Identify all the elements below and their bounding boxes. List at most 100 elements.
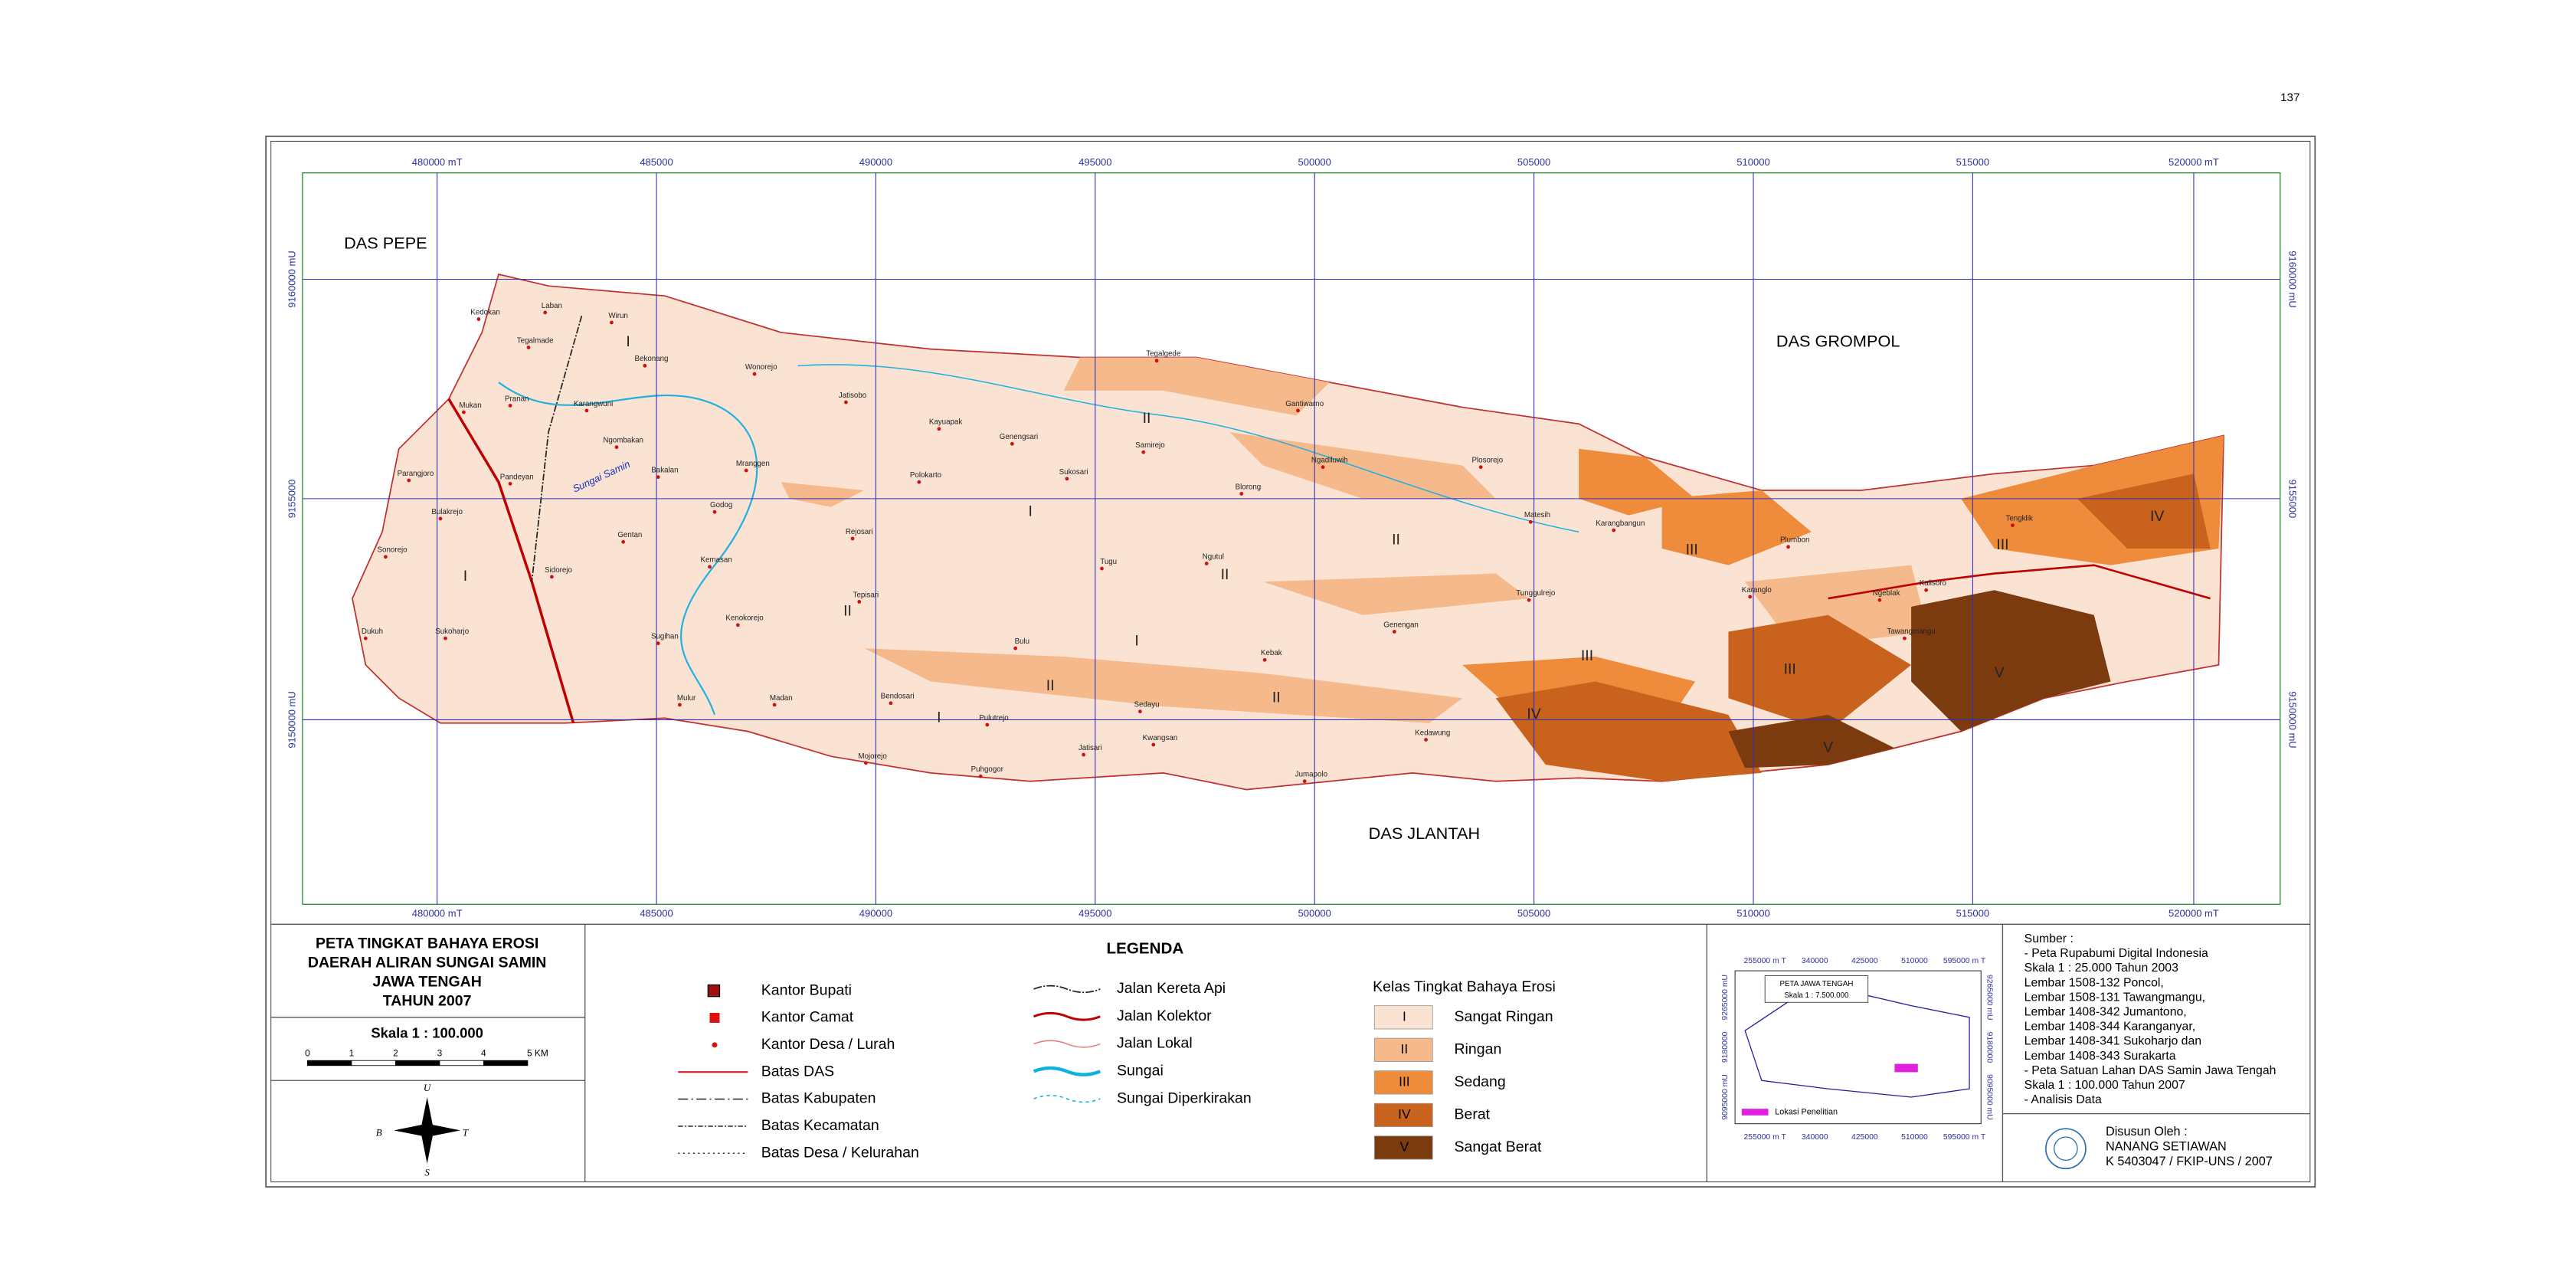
grid-label: 510000	[1736, 156, 1769, 168]
grid-label: 495000	[1079, 908, 1111, 919]
village-dot	[526, 346, 531, 349]
inset-scale: Skala 1 : 7.500.000	[1784, 991, 1849, 1000]
scale-tick: 5 KM	[527, 1048, 548, 1059]
region-label: DAS JLANTAH	[1369, 824, 1480, 843]
village-dot	[1082, 752, 1086, 757]
source-line: - Peta Satuan Lahan DAS Samin Jawa Tenga…	[2024, 1064, 2277, 1077]
inset-coord: 425000	[1851, 1133, 1878, 1142]
village-label: Jatisobo	[839, 392, 867, 400]
legend-label: Batas Kecamatan	[761, 1117, 879, 1134]
erosion-patch	[1661, 490, 1812, 565]
village-dot	[2011, 523, 2015, 527]
inset-coord: 510000	[1901, 957, 1928, 965]
legend-symbol	[1033, 1066, 1101, 1076]
legend-swatch	[1373, 1037, 1433, 1062]
grid-label: 515000	[1956, 156, 1989, 168]
class-mark: II	[1272, 689, 1281, 706]
region-label: DAS PEPE	[344, 234, 427, 253]
legend-symbol	[1033, 985, 1101, 994]
source-line: - Analisis Data	[2024, 1093, 2102, 1106]
village-dot	[407, 478, 411, 483]
grid-label: 500000	[1298, 156, 1331, 168]
river	[797, 364, 1579, 533]
legend-symbol	[1033, 1040, 1101, 1048]
grid-label: 500000	[1298, 908, 1331, 919]
village-dot	[752, 372, 757, 376]
village-dot	[1013, 646, 1018, 650]
class-mark: V	[1995, 664, 2005, 681]
grid-label: 9155000	[2287, 480, 2299, 519]
inset-coord: 340000	[1802, 1133, 1828, 1142]
village-dot	[850, 536, 855, 541]
erosion-patch	[1229, 432, 1496, 499]
legend-label: Jalan Kolektor	[1117, 1008, 1212, 1024]
village-label: Genengan	[1383, 621, 1419, 629]
legend-title: LEGENDA	[1107, 939, 1184, 957]
village-dot	[476, 317, 481, 321]
village-label: Kebak	[1261, 649, 1282, 657]
scale-bar	[351, 1060, 396, 1066]
erosion-patch	[781, 482, 865, 507]
railway	[531, 315, 583, 582]
source-line: Lembar 1408-344 Karanganyar,	[2024, 1021, 2196, 1034]
village-dot	[1528, 519, 1533, 524]
source-line: Lembar 1508-131 Tawangmangu,	[2024, 991, 2205, 1004]
village-label: Gentan	[617, 531, 642, 539]
village-dot	[610, 320, 614, 325]
village-label: Mranggen	[736, 460, 770, 468]
legend-label: Batas Desa / Kelurahan	[761, 1144, 919, 1161]
compass-label: S	[424, 1167, 430, 1178]
grid-label: 510000	[1736, 908, 1769, 919]
village-label: Kenokorejo	[725, 614, 764, 623]
village-dot	[1100, 566, 1104, 571]
village-dot	[1527, 598, 1531, 602]
grid-label: 9155000	[286, 480, 297, 519]
village-label: Pandeyan	[500, 473, 534, 481]
village-dot	[1612, 528, 1616, 532]
village-dot	[1786, 545, 1790, 549]
erosion-patch	[1911, 590, 2111, 732]
inset-coord: 595000 m T	[1943, 957, 1986, 965]
inset-location-label: Lokasi Penelitian	[1775, 1107, 1838, 1116]
village-label: Tegalmade	[517, 336, 554, 345]
village-label: Ngombakan	[603, 437, 643, 445]
village-dot	[1296, 408, 1300, 413]
grid-label: 520000 mT	[2168, 908, 2219, 919]
village-label: Karanglo	[1742, 586, 1772, 595]
scale-tick: 0	[305, 1048, 310, 1059]
grid: 480000 mT 480000 mT 485000 485000 490000 4900…	[286, 156, 2298, 919]
erosion-patch	[1063, 357, 1330, 416]
village-dot	[444, 636, 447, 641]
river	[498, 382, 758, 716]
village-label: Tugu	[1100, 558, 1117, 566]
legend-swatch	[1373, 1005, 1433, 1030]
scale-bar	[394, 1060, 440, 1066]
village-dot	[461, 410, 466, 414]
village-label: Kemasan	[701, 556, 732, 565]
village-label: Sonorejo	[378, 546, 408, 555]
village-label: Kwangsan	[1143, 734, 1178, 742]
source-line: Lembar 1408-342 Jumantono,	[2024, 1005, 2187, 1018]
inset-coord: 340000	[1802, 957, 1828, 965]
village-dot	[1141, 450, 1146, 454]
village-label: Jumapolo	[1295, 771, 1328, 779]
legend-label: Kantor Bupati	[761, 981, 852, 998]
village-label: Karangwuni	[574, 400, 614, 408]
class-mark: I	[626, 333, 630, 350]
legend-label: Batas Kabupaten	[761, 1090, 876, 1107]
inset-coord: 9265000 mU	[1721, 975, 1730, 1021]
grid-label: 480000 mT	[412, 908, 463, 919]
village-label: Tepisari	[853, 591, 879, 599]
class-mark: II	[1046, 677, 1055, 694]
class-mark: II	[1392, 531, 1400, 548]
village-dot	[363, 636, 368, 641]
village-label: Sedayu	[1134, 701, 1160, 709]
village-dot	[937, 427, 941, 431]
village-label: Bulu	[1015, 637, 1030, 646]
inset-coord: 9095000 mU	[1985, 1074, 1993, 1120]
inset-coord: 255000 m T	[1744, 1133, 1787, 1142]
village-dot	[656, 641, 660, 646]
village-label: Bakalan	[651, 467, 678, 475]
